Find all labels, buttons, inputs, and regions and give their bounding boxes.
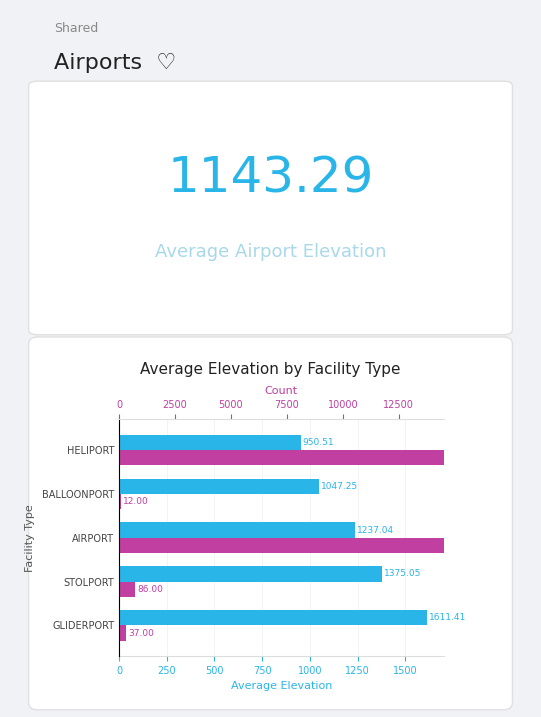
Text: 1237.04: 1237.04	[357, 526, 394, 535]
Bar	[119, 435, 300, 450]
Text: 1611.41: 1611.41	[428, 613, 466, 622]
Text: 12.00: 12.00	[123, 497, 149, 506]
Bar	[119, 581, 135, 597]
FancyBboxPatch shape	[29, 81, 512, 335]
Text: Airports  ♡: Airports ♡	[54, 53, 176, 73]
Bar	[119, 494, 121, 509]
FancyBboxPatch shape	[29, 337, 512, 710]
Text: 86.00: 86.00	[137, 585, 163, 594]
Text: 37.00: 37.00	[128, 629, 154, 637]
Bar	[119, 538, 541, 553]
Y-axis label: Facility Type: Facility Type	[25, 504, 35, 571]
Text: 1143.29: 1143.29	[167, 155, 374, 203]
Text: Average Airport Elevation: Average Airport Elevation	[155, 243, 386, 261]
Bar	[119, 625, 126, 641]
Text: Average Elevation by Facility Type: Average Elevation by Facility Type	[140, 362, 401, 377]
Text: 950.51: 950.51	[302, 438, 334, 447]
Text: Shared: Shared	[54, 22, 98, 34]
X-axis label: Average Elevation: Average Elevation	[230, 681, 332, 691]
Bar	[119, 523, 355, 538]
Bar	[119, 450, 541, 465]
Bar	[119, 566, 381, 581]
Text: 1047.25: 1047.25	[321, 482, 358, 490]
Bar	[119, 479, 319, 494]
Bar	[119, 610, 427, 625]
Text: 1375.05: 1375.05	[384, 569, 421, 579]
X-axis label: Count: Count	[265, 386, 298, 397]
